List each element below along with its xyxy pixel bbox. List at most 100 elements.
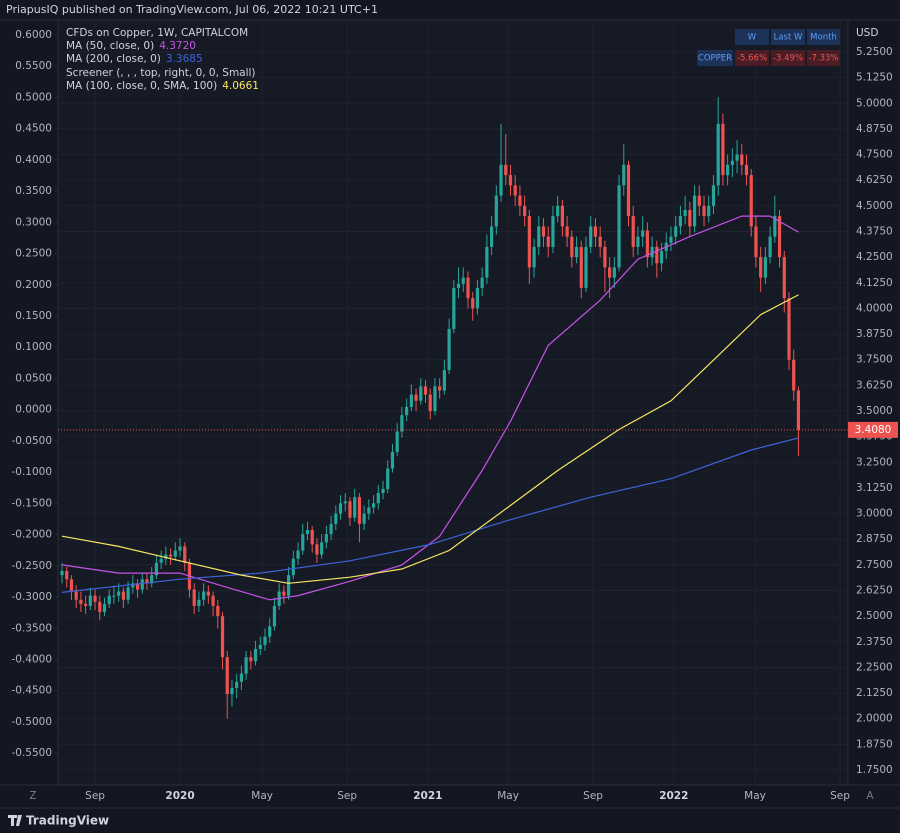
candle-body bbox=[438, 386, 442, 391]
x-tick-label: May bbox=[497, 790, 519, 802]
legend-name: MA (50, close, 0) bbox=[66, 40, 154, 52]
candle-body bbox=[504, 164, 508, 176]
x-tick-label: May bbox=[744, 790, 766, 802]
y-tick-label: 0.5500 bbox=[15, 60, 52, 72]
logo-icon bbox=[8, 815, 22, 826]
candle-body bbox=[65, 571, 69, 580]
candle-body bbox=[556, 205, 560, 217]
candle-body bbox=[343, 501, 347, 504]
candle-body bbox=[442, 369, 446, 391]
y-tick-label: 0.1000 bbox=[15, 341, 52, 353]
candle-body bbox=[287, 575, 291, 596]
auto-button[interactable]: A bbox=[866, 790, 874, 802]
candle-body bbox=[159, 558, 163, 563]
y2-tick-label: 2.7500 bbox=[856, 559, 893, 571]
screener-header-cell bbox=[771, 29, 805, 45]
candle-body bbox=[631, 216, 635, 247]
zoom-button[interactable]: Z bbox=[29, 790, 36, 802]
legend-name: MA (100, close, 0, SMA, 100) bbox=[66, 80, 217, 92]
y2-tick-label: 4.0000 bbox=[856, 302, 893, 314]
screener-header: W bbox=[748, 33, 757, 43]
candle-body bbox=[433, 386, 437, 412]
candle-body bbox=[367, 507, 371, 514]
candle-body bbox=[584, 246, 588, 288]
candle-body bbox=[650, 246, 654, 258]
x-tick-label: 2020 bbox=[165, 790, 194, 802]
y2-tick-label: 4.8750 bbox=[856, 123, 893, 135]
candle-body bbox=[150, 575, 154, 584]
y2-tick-label: 2.8750 bbox=[856, 533, 893, 545]
screener-header-cell bbox=[735, 29, 769, 45]
legend-entry: MA (100, close, 0, SMA, 100) 4.0661 bbox=[66, 80, 259, 92]
screener-header: Last W bbox=[774, 33, 803, 43]
screener-value: -3.49% bbox=[773, 54, 803, 64]
y-tick-label: 0.2000 bbox=[15, 279, 52, 291]
y2-tick-label: 3.8750 bbox=[856, 328, 893, 340]
y-tick-label: 0.3500 bbox=[15, 185, 52, 197]
y-tick-label: 0.4500 bbox=[15, 123, 52, 135]
candle-body bbox=[315, 544, 319, 555]
candle-body bbox=[117, 591, 121, 596]
candle-body bbox=[636, 236, 640, 247]
candle-body bbox=[145, 579, 149, 584]
y2-tick-label: 2.5000 bbox=[856, 610, 893, 622]
candle-body bbox=[447, 328, 451, 370]
candle-body bbox=[471, 298, 475, 309]
candle-body bbox=[235, 681, 239, 688]
candle-body bbox=[570, 236, 574, 258]
candle-body bbox=[622, 164, 626, 186]
candle-body bbox=[579, 246, 583, 288]
candle-body bbox=[324, 534, 328, 543]
candle-body bbox=[74, 591, 78, 600]
y2-tick-label: 1.8750 bbox=[856, 738, 893, 750]
candle-body bbox=[485, 246, 489, 278]
y-tick-label: 0.3000 bbox=[15, 216, 52, 228]
candle-body bbox=[121, 591, 125, 600]
candle-body bbox=[107, 595, 111, 604]
x-tick-label: Sep bbox=[337, 790, 357, 802]
candle-body bbox=[711, 185, 716, 206]
candle-body bbox=[669, 236, 673, 243]
candle-body bbox=[168, 554, 173, 557]
y-tick-label: -0.2500 bbox=[11, 560, 52, 572]
candle-body bbox=[489, 226, 494, 247]
candle-body bbox=[348, 501, 352, 518]
candle-body bbox=[560, 205, 565, 227]
y-tick-label: -0.0500 bbox=[11, 435, 52, 447]
candle-body bbox=[508, 175, 513, 186]
candle-body bbox=[140, 579, 144, 590]
candle-body bbox=[777, 216, 782, 258]
candle-body bbox=[480, 277, 484, 288]
candle-body bbox=[740, 154, 744, 165]
candle-body bbox=[692, 195, 697, 227]
candle-body bbox=[126, 587, 130, 600]
y2-tick-label: 3.1250 bbox=[856, 482, 893, 494]
candle-body bbox=[93, 595, 97, 602]
candle-body bbox=[721, 123, 725, 176]
screener-header: Month bbox=[810, 33, 837, 43]
candle-body bbox=[589, 226, 593, 247]
y2-tick-label: 2.6250 bbox=[856, 585, 893, 597]
candle-body bbox=[754, 226, 758, 258]
plot-area bbox=[58, 20, 848, 785]
candle-body bbox=[178, 546, 182, 551]
x-tick-label: Sep bbox=[830, 790, 850, 802]
y-tick-label: 0.2500 bbox=[15, 248, 52, 260]
candle-body bbox=[626, 164, 631, 217]
candle-body bbox=[593, 226, 598, 237]
candle-body bbox=[523, 205, 527, 217]
y2-tick-label: 5.2500 bbox=[856, 46, 893, 58]
candle-body bbox=[405, 406, 409, 416]
y2-tick-label: 2.3750 bbox=[856, 636, 893, 648]
y-tick-label: -0.5000 bbox=[11, 716, 52, 728]
candle-body bbox=[414, 394, 418, 401]
legend-name: Screener (, , , top, right, 0, 0, Small) bbox=[66, 67, 256, 79]
y2-tick-label: 2.0000 bbox=[856, 713, 893, 725]
candle-body bbox=[612, 267, 616, 278]
candle-body bbox=[763, 257, 767, 278]
candle-body bbox=[338, 503, 343, 514]
candle-body bbox=[409, 394, 413, 407]
y-tick-label: -0.1500 bbox=[11, 497, 52, 509]
candle-body bbox=[419, 386, 423, 401]
